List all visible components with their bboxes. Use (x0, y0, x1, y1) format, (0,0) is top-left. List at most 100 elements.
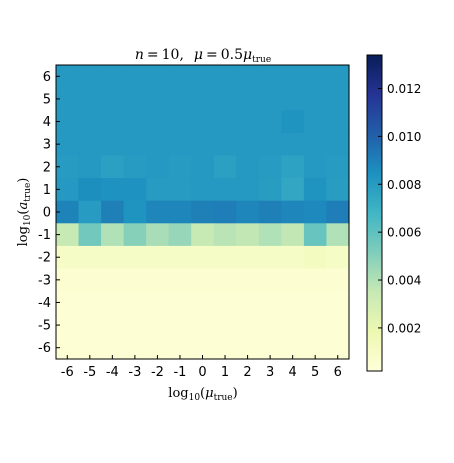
heatmap-cell (168, 245, 192, 270)
heatmap-cell (191, 245, 215, 270)
heatmap-cell (326, 200, 350, 224)
heatmap-cell (123, 200, 147, 224)
colorbar (366, 54, 383, 372)
heatmap-cell (168, 87, 192, 111)
y-tick-label: 6 (43, 70, 51, 85)
heatmap-cell (303, 336, 328, 360)
heatmap-cell (213, 178, 237, 202)
heatmap-cell (213, 268, 237, 292)
heatmap-cell (168, 336, 192, 360)
heatmap-cells (56, 65, 350, 360)
heatmap-cell (281, 200, 305, 224)
heatmap-cell (303, 200, 328, 224)
heatmap-cell (236, 132, 260, 157)
heatmap-cell (101, 268, 125, 292)
heatmap-cell (168, 178, 192, 202)
x-tick-label: 1 (221, 365, 229, 380)
heatmap-cell (146, 313, 170, 337)
colorbar-tick-label: 0.002 (387, 321, 421, 335)
heatmap-cell (326, 87, 350, 111)
x-tick-label: -2 (151, 365, 164, 380)
heatmap-cell (191, 155, 215, 179)
heatmap-cell (101, 336, 125, 360)
heatmap-cell (78, 178, 102, 202)
heatmap-cell (56, 245, 80, 270)
heatmap-cell (123, 336, 147, 360)
heatmap-cell (258, 110, 282, 134)
heatmap-cell (78, 268, 102, 292)
heatmap-cell (56, 65, 80, 89)
heatmap-cell (78, 155, 102, 179)
heatmap-cell (236, 336, 260, 360)
heatmap-cell (56, 178, 80, 202)
heatmap-cell (303, 245, 328, 270)
heatmap-cell (258, 223, 282, 247)
y-tick-label: -4 (38, 296, 51, 311)
heatmap-cell (123, 132, 147, 157)
heatmap-cell (191, 313, 215, 337)
heatmap-cell (78, 132, 102, 157)
heatmap-cell (281, 336, 305, 360)
heatmap-cell (146, 268, 170, 292)
heatmap-cell (146, 223, 170, 247)
heatmap-cell (213, 336, 237, 360)
colorbar-tick-label: 0.008 (387, 178, 421, 192)
x-tick-label: 2 (243, 365, 251, 380)
heatmap-cell (146, 110, 170, 134)
x-tick-label: 5 (311, 365, 319, 380)
heatmap-cell (56, 291, 80, 315)
heatmap-cell (146, 155, 170, 179)
y-tick-label: 3 (43, 138, 51, 153)
x-tick-label: 6 (334, 365, 342, 380)
y-axis-label: log10(atrue) (16, 178, 33, 247)
heatmap-cell (258, 65, 282, 89)
heatmap-cell (123, 245, 147, 270)
heatmap-cell (326, 336, 350, 360)
colorbar-tick-label: 0.012 (387, 82, 421, 96)
heatmap-cell (258, 336, 282, 360)
heatmap-cell (146, 336, 170, 360)
y-axis-ticks: 6 5 4 3 2 1 0 -1 -2 -3 -4 -5 -6 (38, 70, 60, 356)
heatmap-cell (56, 223, 80, 247)
x-tick-label: -4 (106, 365, 119, 380)
colorbar-ticks: 0.002 0.004 0.006 0.008 0.010 0.012 (378, 82, 421, 335)
y-tick-label: -1 (38, 228, 51, 243)
heatmap-cell (123, 87, 147, 111)
heatmap-cell (101, 132, 125, 157)
colorbar-tick-label: 0.006 (387, 226, 421, 240)
x-tick-label: -3 (128, 365, 141, 380)
heatmap-cell (281, 132, 305, 157)
heatmap-cell (326, 65, 350, 89)
heatmap-cell (281, 245, 305, 270)
heatmap-cell (258, 132, 282, 157)
heatmap-cell (326, 268, 350, 292)
heatmap-cell (101, 200, 125, 224)
heatmap-cell (281, 155, 305, 179)
heatmap-cell (56, 87, 80, 111)
heatmap-cell (123, 313, 147, 337)
x-axis-ticks: -6 -5 -4 -3 -2 -1 0 1 2 3 4 5 6 (61, 355, 342, 380)
heatmap-cell (303, 65, 328, 89)
heatmap-cell (258, 155, 282, 179)
heatmap-cell (213, 132, 237, 157)
x-tick-label: 4 (289, 365, 297, 380)
heatmap-cell (303, 313, 328, 337)
heatmap-cell (258, 291, 282, 315)
heatmap-cell (213, 291, 237, 315)
heatmap-cell (236, 110, 260, 134)
heatmap-cell (213, 245, 237, 270)
heatmap-cell (236, 65, 260, 89)
x-axis-label: log10(μtrue) (168, 386, 237, 403)
heatmap-cell (101, 178, 125, 202)
heatmap-cell (213, 313, 237, 337)
heatmap-cell (236, 245, 260, 270)
heatmap-cell (281, 291, 305, 315)
heatmap-cell (101, 155, 125, 179)
heatmap-cell (326, 178, 350, 202)
heatmap-cell (123, 291, 147, 315)
heatmap-cell (213, 110, 237, 134)
heatmap-cell (123, 178, 147, 202)
y-tick-label: 0 (43, 206, 51, 221)
heatmap-cell (191, 65, 215, 89)
heatmap-cell (191, 132, 215, 157)
